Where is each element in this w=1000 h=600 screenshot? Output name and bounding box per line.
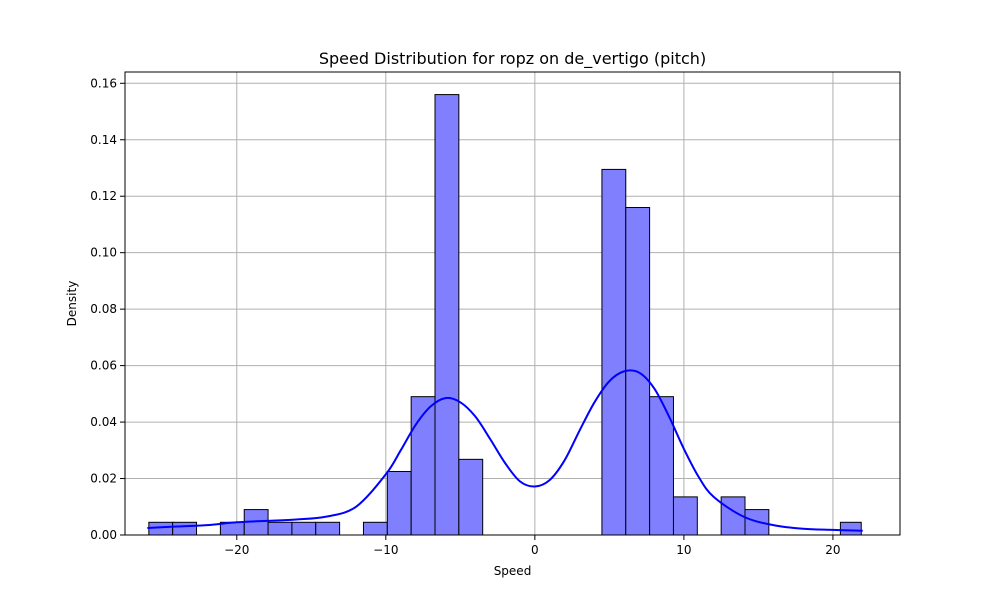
histogram-bar <box>291 521 317 536</box>
y-tick-label: 0.00 <box>90 528 117 542</box>
y-axis-ticks: 0.00 0.02 0.04 0.06 0.08 0.10 0.12 0.14 0.16 <box>90 76 125 542</box>
y-tick-label: 0.06 <box>90 359 117 373</box>
histogram-bar <box>458 458 484 536</box>
plot-area-frame <box>124 71 901 536</box>
histogram-bar <box>386 470 412 536</box>
kde-curve <box>147 369 863 532</box>
x-tick-label: 0 <box>531 543 539 557</box>
histogram-bar <box>434 94 460 536</box>
x-axis-ticks: −20 −10 0 10 20 <box>224 535 841 557</box>
x-axis-label: Speed <box>494 564 532 578</box>
histogram-bar <box>362 521 388 536</box>
histogram-bar <box>601 168 627 536</box>
grid-lines <box>125 72 900 536</box>
y-tick-label: 0.10 <box>90 246 117 260</box>
x-tick-label: −20 <box>224 543 249 557</box>
histogram-bar <box>172 521 198 536</box>
y-tick-label: 0.16 <box>90 76 117 90</box>
y-tick-label: 0.02 <box>90 472 117 486</box>
y-tick-label: 0.08 <box>90 302 117 316</box>
histogram-bar <box>267 521 293 536</box>
histogram-bar <box>672 496 698 536</box>
histogram-bar <box>410 396 436 536</box>
histogram-bar <box>839 521 862 536</box>
x-tick-label: 10 <box>676 543 691 557</box>
histogram-bar <box>315 521 341 536</box>
chart-title: Speed Distribution for ropz on de_vertig… <box>319 49 706 69</box>
y-tick-label: 0.04 <box>90 415 117 429</box>
y-tick-label: 0.14 <box>90 133 117 147</box>
x-tick-label: 20 <box>825 543 840 557</box>
y-axis-label: Density <box>65 281 79 327</box>
y-tick-label: 0.12 <box>90 189 117 203</box>
histogram-bars <box>148 94 862 536</box>
x-tick-label: −10 <box>373 543 398 557</box>
